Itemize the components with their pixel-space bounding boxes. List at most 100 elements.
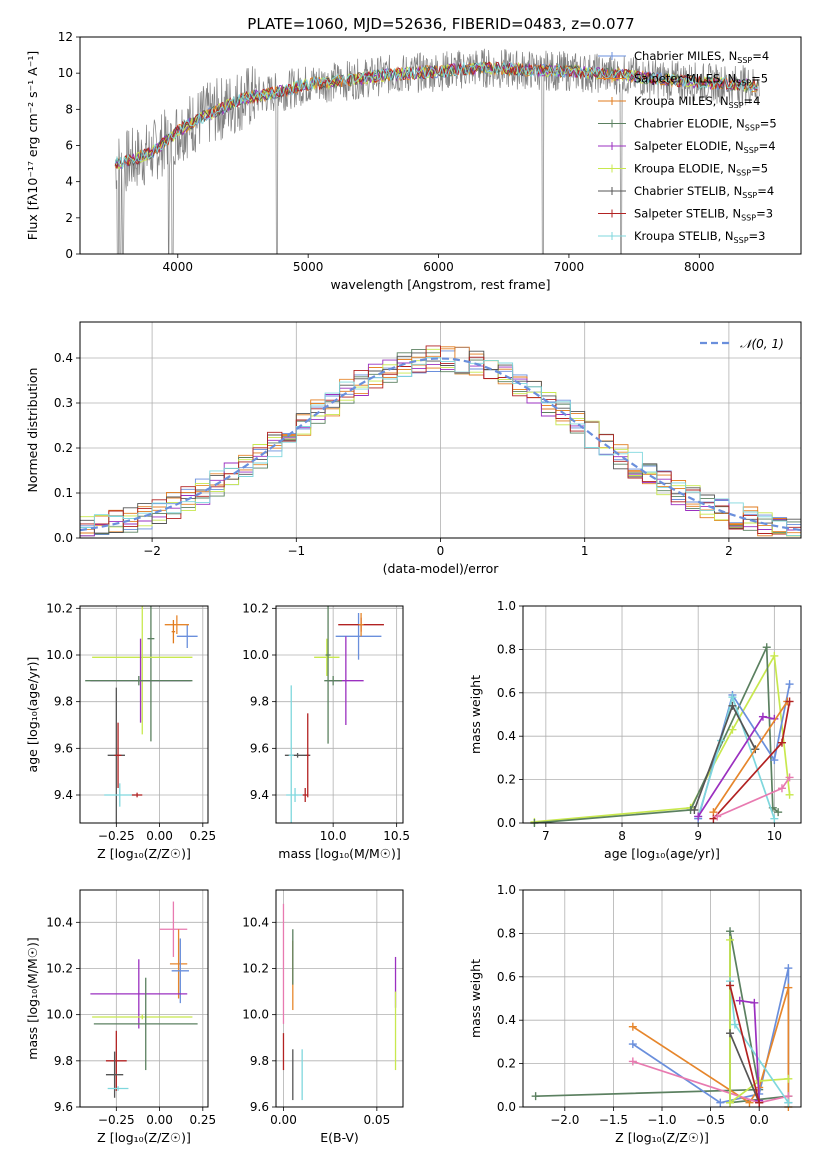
figure-title: PLATE=1060, MJD=52636, FIBERID=0483, z=0…	[247, 15, 634, 33]
mass_ebv-xtick-label: 0.00	[270, 1113, 297, 1127]
spectrum-xtick-label: 5000	[293, 260, 324, 274]
spectrum-model-s9	[114, 61, 758, 169]
weight_Z-series-line	[729, 985, 761, 1103]
mass_Z-xtick-label: 0.00	[146, 1113, 173, 1127]
weight_Z-xtick-label: −2.0	[550, 1113, 579, 1127]
weight_age-xtick-label: 8	[618, 829, 626, 843]
weight_Z-point-marker	[726, 1098, 735, 1107]
weight_age-series-line	[697, 694, 776, 819]
age_Z-xtick-label: 0.00	[146, 829, 173, 843]
age_Z-xlabel: Z [log₁₀(Z/Z☉)]	[97, 846, 191, 861]
spectrum-xlabel: wavelength [Angstrom, rest frame]	[330, 277, 550, 292]
mass_Z-point	[107, 1086, 129, 1091]
weight_Z-xtick-label: −0.5	[696, 1113, 725, 1127]
weight_Z-xlabel: Z [log₁₀(Z/Z☉)]	[615, 1130, 709, 1145]
spectrum-ytick-label: 2	[65, 211, 73, 225]
age_mass-ytick-label: 10.2	[242, 601, 269, 615]
weight_age-point-marker	[774, 808, 783, 817]
mass_Z-axes: −0.25 0.00 0.25 9.6 9.8 10.0 10.2 10.4 Z [log₁₀(…	[25, 890, 216, 1145]
spectrum-xtick-label: 4000	[163, 260, 194, 274]
age_mass-point	[324, 676, 343, 686]
mass_Z-ytick-label: 10.2	[46, 961, 73, 975]
age_Z-point	[85, 676, 193, 686]
residual-hist-s6	[80, 348, 801, 537]
age_Z-point	[104, 783, 136, 807]
weight_Z-frame	[522, 889, 802, 1108]
weight_age-point-marker	[777, 738, 786, 747]
weight_age-point-marker	[785, 773, 794, 782]
mass_Z-point	[92, 1014, 193, 1020]
weight_Z-point-marker	[628, 1040, 637, 1049]
weight_age-point-marker	[713, 812, 722, 821]
weight_age-point-marker	[785, 680, 794, 689]
age_Z-xtick-label: −0.25	[98, 829, 135, 843]
age_mass-frame	[275, 605, 404, 824]
weight_Z-point-marker	[726, 1029, 735, 1038]
age_Z-ytick-label: 10.2	[46, 601, 73, 615]
residuals-ytick-label: 0.4	[54, 351, 73, 365]
weight_age-ylabel: mass weight	[468, 675, 483, 754]
mass_Z-point	[90, 959, 188, 1029]
age_Z-ytick-label: 9.6	[54, 741, 73, 755]
age_mass-ytick-label: 9.6	[250, 741, 269, 755]
weight_Z-point-marker	[726, 981, 735, 990]
weight_Z-axes: −2.0 −1.5 −1.0 −0.5 0.0 0.0 0.2 0.4 0.6 0.8 1.0 Z […	[468, 883, 801, 1145]
mass_Z-xtick-label: 0.25	[189, 1113, 216, 1127]
spectrum-frame	[79, 36, 802, 255]
spectrum-model-s8	[114, 61, 758, 170]
weight_Z-point-marker	[730, 1020, 739, 1029]
legend-label: Kroupa ELODIE, NSSP=5	[634, 162, 768, 178]
mass_ebv-xlabel: E(B-V)	[320, 1130, 359, 1145]
age_Z-axes: −0.25 0.00 0.25 9.4 9.6 9.8 10.0 10.2 Z [log₁₀(Z…	[25, 601, 216, 861]
residuals-ytick-label: 0.2	[54, 441, 73, 455]
weight_Z-ytick-label: 0.8	[497, 926, 516, 940]
legend-label: Kroupa STELIB, NSSP=3	[634, 229, 765, 245]
weight_age-point-marker	[690, 805, 699, 814]
age_Z-ytick-label: 9.4	[54, 788, 73, 802]
age_Z-xtick-label: 0.25	[189, 829, 216, 843]
spectrum-legend: Chabrier MILES, NSSP=4 Salpeter MILES, NS…	[598, 49, 777, 245]
weight_Z-ytick-label: 0.4	[497, 1013, 516, 1027]
age_Z-point	[164, 615, 189, 634]
weight_Z-point-marker	[716, 1098, 725, 1107]
spectrum-ytick-label: 4	[65, 175, 73, 189]
weight_age-xtick-label: 10	[767, 829, 782, 843]
mass_ebv-frame	[275, 889, 404, 1108]
age_Z-ylabel: age [log₁₀(age/yr)]	[25, 657, 40, 773]
residuals-frame	[79, 321, 802, 539]
mass_ebv-ytick-label: 10.0	[242, 1008, 269, 1022]
weight_Z-point-marker	[755, 1098, 764, 1107]
residuals-xtick-label: 1	[581, 544, 589, 558]
weight_Z-series-line	[729, 1032, 760, 1104]
mass_ebv-ytick-label: 10.4	[242, 915, 269, 929]
age_Z-point	[114, 722, 122, 788]
mass_ebv-ytick-label: 10.2	[242, 961, 269, 975]
residuals-ylabel: Normed distribution	[25, 368, 40, 493]
spectrum-xtick-label: 8000	[684, 260, 715, 274]
weight_Z-ytick-label: 0.0	[497, 1100, 516, 1114]
age_mass-xlabel: mass [log₁₀(M/M☉)]	[278, 846, 400, 861]
weight_Z-series-line	[739, 999, 761, 1101]
weight_age-point-marker	[777, 784, 786, 793]
age_mass-point	[335, 613, 382, 660]
weight_Z-point-marker	[726, 927, 735, 936]
weight_age-point-marker	[785, 790, 794, 799]
spectrum-axes: 4000 5000 6000 7000 8000 0 2 4 6 8 10 12 wavelength …	[25, 30, 715, 292]
residuals-xlabel: (data-model)/error	[383, 561, 500, 576]
mass_Z-ytick-label: 9.8	[54, 1054, 73, 1068]
weight_Z-point-marker	[784, 983, 793, 992]
weight_age-xtick-label: 9	[694, 829, 702, 843]
weight_age-point-marker	[762, 643, 771, 652]
age_mass-ytick-label: 9.8	[250, 695, 269, 709]
weight_Z-ytick-label: 0.2	[497, 1057, 516, 1071]
age_Z-point	[171, 620, 176, 644]
mass_Z-ytick-label: 10.0	[46, 1008, 73, 1022]
residuals-ytick-label: 0.1	[54, 486, 73, 500]
weight_Z-point-marker	[784, 1074, 793, 1083]
normal-curve	[79, 357, 802, 532]
spectrum-ytick-label: 10	[58, 66, 73, 80]
spectrum-ytick-label: 6	[65, 139, 73, 153]
weight_age-ytick-label: 0.6	[497, 686, 516, 700]
age_mass-point	[325, 606, 331, 744]
spectrum-xtick-label: 7000	[554, 260, 585, 274]
